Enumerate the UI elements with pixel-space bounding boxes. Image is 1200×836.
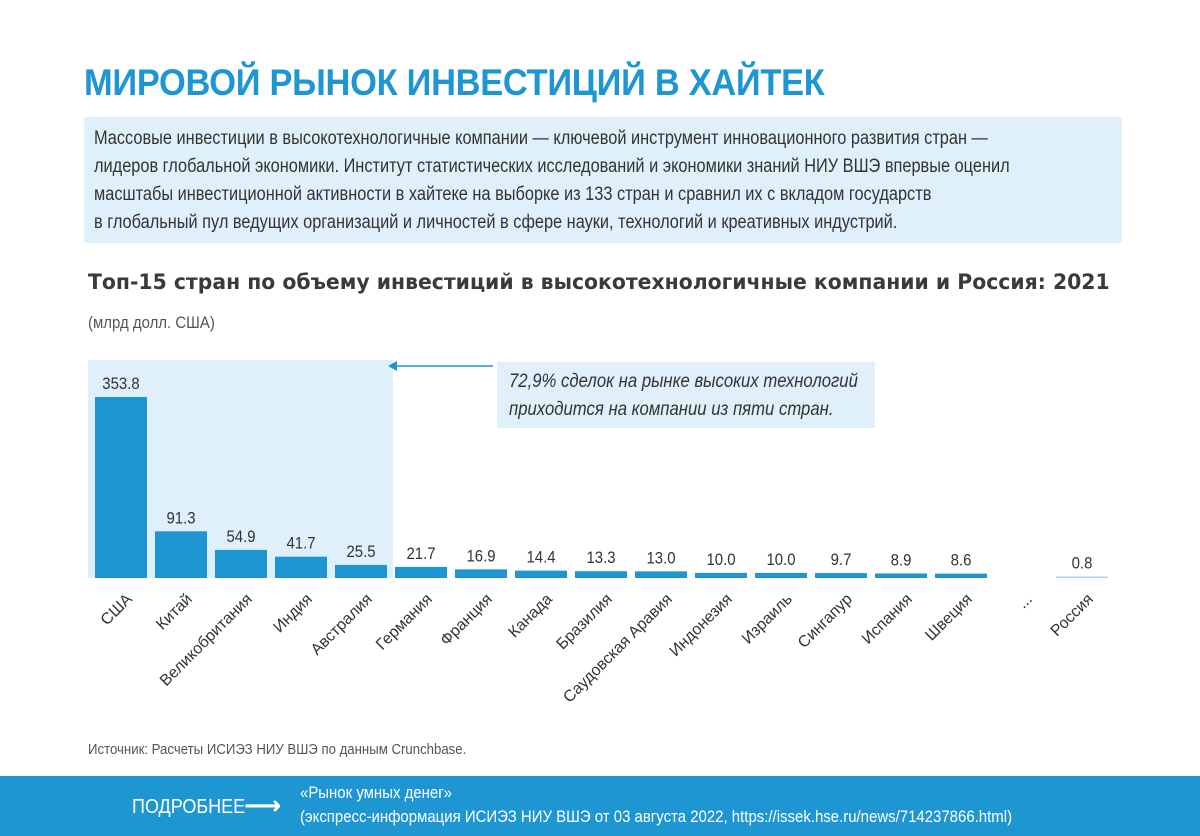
category-label-10: Саудовская Аравия	[560, 591, 676, 707]
value-label-8: 14.4	[526, 549, 555, 567]
annotation-callout: 72,9% сделок на рынке высоких технологий…	[497, 362, 875, 428]
category-label-16: ...	[1014, 591, 1035, 612]
category-label-6: Германия	[373, 591, 436, 654]
reference-title: «Рынок умных денег»	[300, 783, 452, 802]
bar-12	[755, 572, 807, 578]
value-label-12: 10.0	[766, 551, 795, 569]
category-label-11: Индонезия	[667, 591, 736, 660]
more-label: ПОДРОБНЕЕ	[132, 796, 246, 818]
source-note: Источник: Расчеты ИСИЭЗ НИУ ВШЭ по данны…	[88, 741, 467, 758]
value-label-11: 10.0	[706, 551, 735, 569]
category-label-17: Россия	[1048, 591, 1097, 640]
intro-box: Массовые инвестиции в высокотехнологичны…	[84, 117, 1122, 243]
bar-8	[515, 570, 567, 578]
category-label-2: Китай	[153, 591, 196, 634]
bar-3	[215, 549, 267, 578]
value-label-2: 91.3	[166, 509, 195, 527]
reference-link[interactable]: «Рынок умных денег» (экспресс-информация…	[300, 781, 1012, 829]
category-label-9: Бразилия	[553, 591, 615, 653]
value-label-1: 353.8	[102, 375, 140, 393]
value-label-10: 13.0	[646, 550, 675, 568]
bar-5	[335, 564, 387, 578]
value-label-7: 16.9	[466, 548, 495, 566]
value-label-4: 41.7	[286, 535, 315, 553]
intro-line: масштабы инвестиционной активности в хай…	[94, 184, 932, 205]
chart-unit: (млрд долл. США)	[88, 313, 215, 332]
chart-title: Топ-15 стран по объему инвестиций в высо…	[88, 270, 1110, 294]
footer-bar: ПОДРОБНЕЕ ⟶ «Рынок умных денег» (экспрес…	[0, 776, 1200, 836]
value-label-14: 8.9	[891, 552, 912, 570]
bar-11	[695, 572, 747, 578]
bar-9	[575, 571, 627, 578]
bar-13	[815, 573, 867, 578]
value-label-9: 13.3	[586, 549, 615, 567]
reference-details: (экспресс-информация ИСИЭЗ НИУ ВШЭ от 03…	[300, 807, 1013, 826]
page-title: МИРОВОЙ РЫНОК ИНВЕСТИЦИЙ В ХАЙТЕК	[84, 62, 825, 103]
annotation-arrowhead	[388, 361, 397, 371]
bar-17	[1056, 576, 1108, 578]
category-label-7: Франция	[437, 591, 495, 649]
category-label-1: США	[98, 591, 136, 629]
category-label-14: Испания	[859, 591, 916, 648]
annotation-line: приходится на компании из пяти стран.	[509, 399, 834, 420]
category-label-15: Швеция	[922, 591, 975, 644]
value-label-15: 8.6	[951, 552, 972, 570]
category-label-12: Израиль	[739, 591, 796, 648]
value-label-13: 9.7	[831, 551, 852, 569]
bar-10	[635, 571, 687, 578]
bar-7	[455, 569, 507, 578]
annotation-line: 72,9% сделок на рынке высоких технологий	[509, 371, 858, 392]
bar-chart: 353.8США91.3Китай54.9Великобритания41.7И…	[88, 360, 1108, 707]
category-label-8: Канада	[505, 591, 555, 641]
bar-6	[395, 566, 447, 578]
value-label-5: 25.5	[346, 543, 375, 561]
bar-15	[935, 573, 987, 578]
category-label-5: Австралия	[308, 591, 376, 659]
bar-4	[275, 556, 327, 578]
bar-1	[95, 397, 147, 578]
value-label-17: 0.8	[1072, 555, 1093, 573]
category-label-13: Сингапур	[795, 591, 856, 652]
intro-line: Массовые инвестиции в высокотехнологичны…	[94, 128, 988, 149]
value-label-6: 21.7	[406, 545, 435, 563]
arrow-right-icon: ⟶	[244, 790, 282, 820]
intro-line: в глобальный пул ведущих организаций и л…	[94, 212, 898, 233]
category-label-4: Индия	[270, 591, 315, 636]
value-label-3: 54.9	[226, 528, 255, 546]
intro-line: лидеров глобальной экономики. Институт с…	[94, 156, 1010, 177]
bar-2	[155, 531, 207, 578]
bar-14	[875, 573, 927, 578]
